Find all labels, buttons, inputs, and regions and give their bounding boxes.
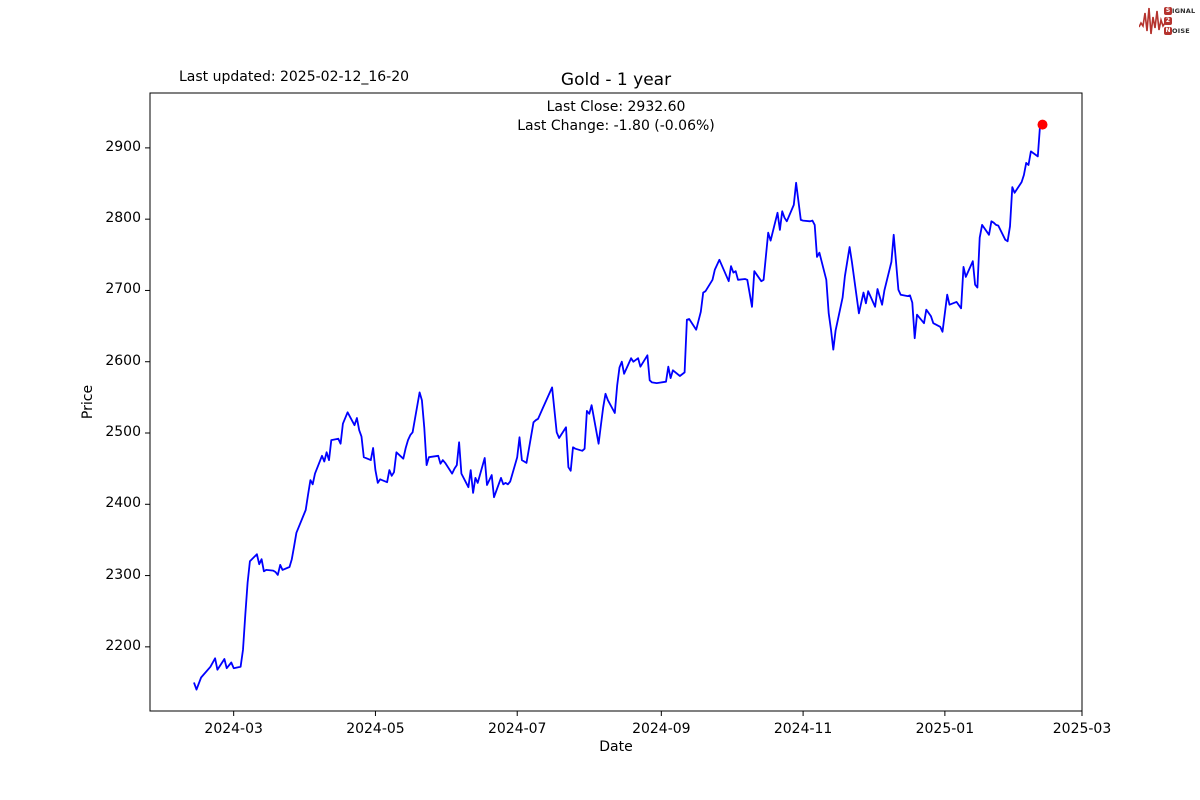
x-tick-label: 2024-03: [204, 721, 263, 737]
y-tick-label: 2800: [105, 210, 141, 227]
x-tick-label: 2024-05: [346, 721, 405, 737]
logo-signal-rest: IGNAL: [1172, 7, 1196, 15]
logo-noise-rest: OISE: [1172, 27, 1190, 35]
y-tick-label: 2500: [105, 424, 141, 440]
x-tick-label: 2025-01: [915, 721, 975, 737]
logo-s-box: S: [1164, 7, 1172, 15]
y-tick-label: 2300: [105, 566, 141, 583]
x-tick-label: 2024-07: [487, 721, 547, 737]
waveform-icon: [1139, 7, 1167, 35]
last-close-text: Last Close: 2932.60: [546, 99, 686, 115]
y-tick-label: 2400: [105, 495, 141, 512]
y-tick-label: 2200: [105, 637, 141, 654]
x-tick-label: 2025-03: [1052, 721, 1112, 737]
logo-n-box: N: [1164, 27, 1172, 35]
y-tick-label: 2600: [105, 352, 141, 369]
last-change-text: Last Change: -1.80 (-0.06%): [517, 118, 715, 134]
y-tick-label: 2900: [105, 138, 141, 155]
price-line: [193, 122, 1044, 691]
chart-title: Gold - 1 year: [560, 70, 672, 90]
axes-border: [149, 92, 1083, 712]
x-tick-label: 2024-11: [773, 721, 833, 737]
axis-ticks: [145, 147, 1083, 716]
logo-text: S IGNAL 2 N OISE: [1164, 6, 1195, 36]
y-tick-label: 2700: [105, 281, 141, 298]
last-point-marker: [1037, 119, 1048, 130]
x-axis-label: Date: [599, 739, 633, 755]
logo-2-box: 2: [1164, 17, 1172, 25]
signal2noise-logo: S IGNAL 2 N OISE: [1139, 3, 1197, 39]
x-tick-label: 2024-09: [632, 721, 691, 737]
last-updated-text: Last updated: 2025-02-12_16-20: [179, 69, 410, 85]
